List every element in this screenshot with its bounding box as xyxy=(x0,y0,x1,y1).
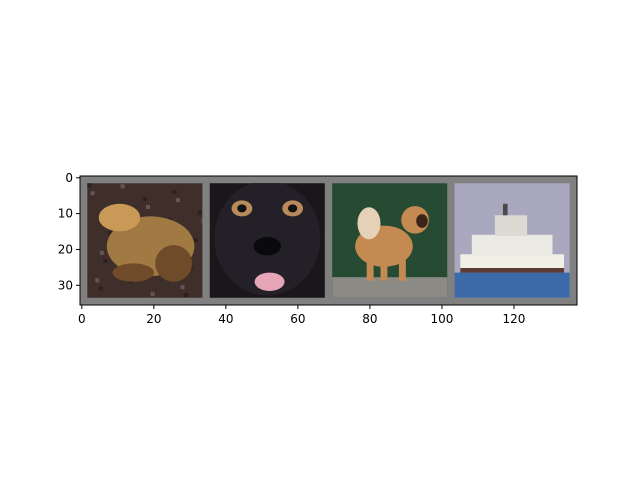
texture-speck xyxy=(175,198,180,203)
ship-stripe xyxy=(460,268,565,273)
ship-hull xyxy=(460,254,565,271)
texture-speck xyxy=(107,231,112,236)
texture-speck xyxy=(103,258,108,263)
dog-tail xyxy=(357,207,381,240)
tiles-layer xyxy=(87,183,570,298)
texture-speck xyxy=(145,204,150,209)
dog-nose xyxy=(253,237,282,256)
tile-3-dog xyxy=(332,183,448,298)
texture-speck xyxy=(201,218,203,223)
texture-speck xyxy=(172,190,177,195)
tile-1-frog xyxy=(87,183,203,298)
y-tick-label: 30 xyxy=(58,278,73,292)
x-axis: 0 20 40 60 80 100 120 xyxy=(78,305,525,326)
texture-speck xyxy=(87,183,92,188)
x-tick-label: 20 xyxy=(146,312,161,326)
dog-leg xyxy=(366,257,374,281)
dog-pupil-right xyxy=(288,204,298,213)
axes-frame xyxy=(79,175,578,306)
x-tick-label: 0 xyxy=(78,312,86,326)
y-tick-label: 10 xyxy=(58,207,73,221)
ship-bridge xyxy=(494,215,528,236)
texture-speck xyxy=(98,286,103,291)
x-tick-label: 120 xyxy=(503,312,526,326)
texture-speck xyxy=(197,210,202,215)
x-tick-label: 40 xyxy=(218,312,233,326)
texture-speck xyxy=(180,285,185,290)
texture-speck xyxy=(150,292,155,297)
x-tick-label: 100 xyxy=(430,312,453,326)
y-axis: 0 10 20 30 xyxy=(58,171,80,292)
axes-border xyxy=(79,175,578,306)
frog-head xyxy=(98,203,141,232)
texture-speck xyxy=(120,184,125,189)
water xyxy=(454,272,570,298)
dog-leg xyxy=(380,257,388,281)
x-tick-label: 60 xyxy=(290,312,305,326)
texture-speck xyxy=(90,191,95,196)
texture-speck xyxy=(184,293,189,298)
y-tick-label: 0 xyxy=(65,171,73,185)
texture-speck xyxy=(99,250,104,255)
dog-leg xyxy=(398,257,406,281)
texture-speck xyxy=(95,278,100,283)
ship-mast xyxy=(502,203,508,216)
dog-pupil-left xyxy=(237,204,247,213)
dog-face xyxy=(416,214,428,228)
y-tick-label: 20 xyxy=(58,242,73,256)
x-tick-label: 80 xyxy=(362,312,377,326)
texture-speck xyxy=(193,238,198,243)
dog-tongue xyxy=(254,272,285,291)
texture-speck xyxy=(142,196,147,201)
tile-2-dog xyxy=(209,183,325,298)
ship-deck xyxy=(471,234,553,256)
frog-foot xyxy=(112,263,155,282)
tile-4-ship xyxy=(454,183,570,298)
floor xyxy=(332,277,448,298)
frog-leg xyxy=(155,245,193,282)
